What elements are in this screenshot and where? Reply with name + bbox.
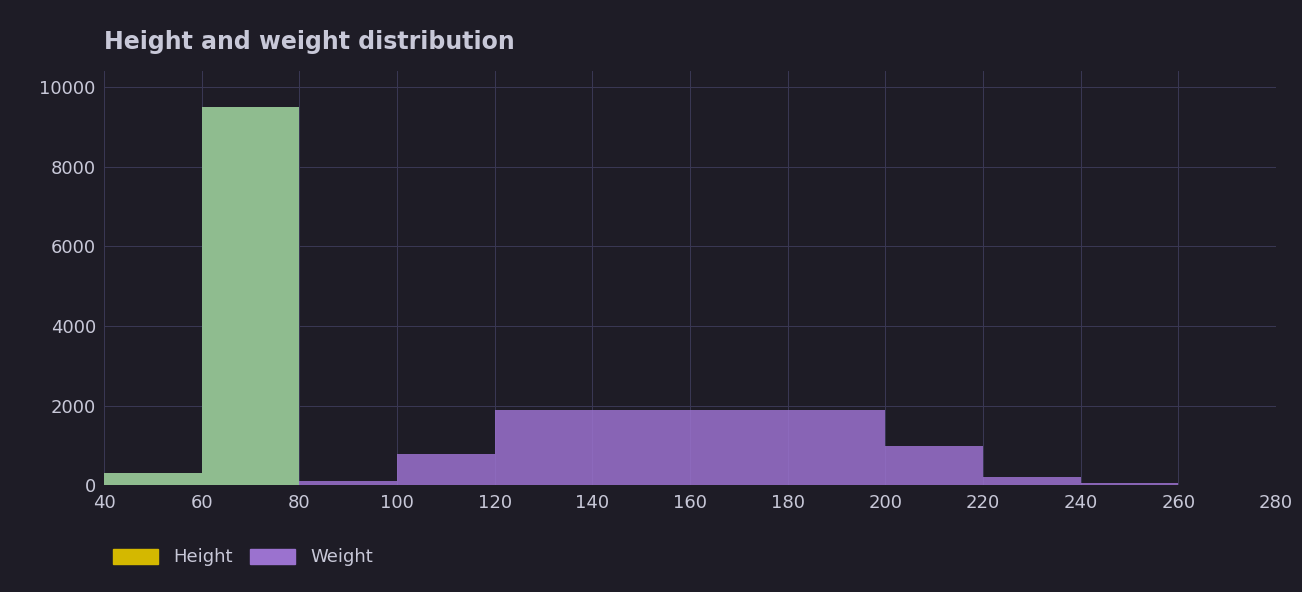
- Bar: [495, 410, 592, 485]
- Bar: [1081, 484, 1178, 485]
- Bar: [104, 474, 202, 485]
- Bar: [788, 410, 885, 485]
- Legend: Height, Weight: Height, Weight: [113, 548, 372, 567]
- Bar: [690, 410, 788, 485]
- Bar: [299, 481, 397, 485]
- Bar: [397, 453, 495, 485]
- Bar: [885, 446, 983, 485]
- Bar: [983, 478, 1081, 485]
- Text: Height and weight distribution: Height and weight distribution: [104, 30, 514, 54]
- Bar: [592, 410, 690, 485]
- Bar: [202, 107, 299, 485]
